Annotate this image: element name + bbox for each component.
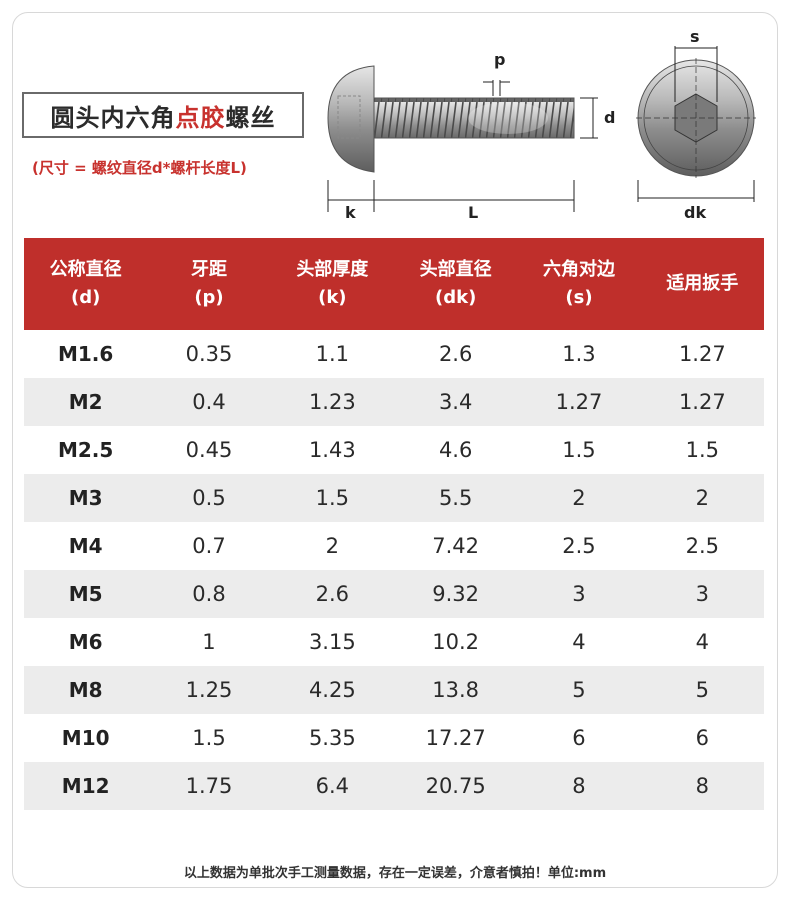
- table-cell: 2: [517, 474, 641, 522]
- header-hex-size: 六角对边 (s): [517, 238, 641, 330]
- table-cell: 10.2: [432, 630, 480, 654]
- label-s: s: [690, 27, 700, 46]
- table-cell: 5.5: [393, 474, 518, 522]
- table-cell: M1.6: [57, 342, 114, 366]
- table-cell: 1.5: [270, 474, 394, 522]
- table-cell: 3: [517, 570, 641, 618]
- label-dk: dk: [684, 203, 706, 222]
- table-cell: 4.25: [270, 666, 394, 714]
- table-cell: 5: [640, 666, 764, 714]
- table-cell: 6: [695, 726, 709, 750]
- table-cell: 9.32: [393, 570, 518, 618]
- table-row: M10 1.5 5.35 17.27 6 6: [24, 714, 764, 762]
- table-cell: 1.27: [517, 378, 641, 426]
- measurement-note: 以上数据为单批次手工测量数据，存在一定误差，介意者慎拍！单位:mm: [183, 866, 607, 881]
- label-L: L: [468, 203, 478, 222]
- table-cell: 2.5: [685, 534, 720, 558]
- product-title: 圆头内六角 点胶 螺丝: [22, 92, 304, 138]
- page-frame: [12, 12, 778, 888]
- table-cell: 0.8: [147, 570, 271, 618]
- table-cell: 0.35: [185, 342, 233, 366]
- label-p: p: [494, 50, 505, 69]
- table-cell: 0.4: [147, 378, 271, 426]
- label-k: k: [345, 203, 356, 222]
- table-row: M3 0.5 1.5 5.5 2 2: [24, 474, 764, 522]
- table-cell: 2: [325, 534, 339, 558]
- table-cell: M6: [68, 630, 103, 654]
- table-row: M8 1.25 4.25 13.8 5 5: [24, 666, 764, 714]
- table-cell: M5: [24, 570, 148, 618]
- table-cell: 2.6: [270, 570, 394, 618]
- table-row: M12 1.75 6.4 20.75 8 8: [24, 762, 764, 810]
- spec-table: 公称直径 (d) 牙距 (p) 头部厚度 (k) 头部直径 (dk) 六角对边 (s) 适…: [24, 238, 764, 810]
- table-cell: 2: [640, 474, 764, 522]
- title-suffix: 螺丝: [225, 103, 276, 132]
- table-row: M4 0.7 2 7.42 2.5 2.5: [24, 522, 764, 570]
- header-head-thickness: 头部厚度 (k): [270, 238, 394, 330]
- table-cell: 17.27: [425, 726, 486, 750]
- table-cell: 5.35: [308, 726, 356, 750]
- table-cell: 1.5: [192, 726, 226, 750]
- table-cell: 3: [640, 570, 764, 618]
- screw-diagram: p d k L s dk: [327, 27, 756, 222]
- table-cell: M8: [24, 666, 148, 714]
- table-cell: 4: [695, 630, 709, 654]
- table-row: M2.5 0.45 1.43 4.6 1.5 1.5: [24, 426, 764, 474]
- table-cell: 1.43: [308, 438, 356, 462]
- table-cell: 1.5: [685, 438, 720, 462]
- screw-side-view: [327, 65, 575, 173]
- header-wrench-size: 适用扳手: [640, 238, 764, 330]
- table-row: M2 0.4 1.23 3.4 1.27 1.27: [24, 378, 764, 426]
- table-cell: 1.27: [678, 342, 726, 366]
- table-cell: M2: [24, 378, 148, 426]
- table-cell: 1.1: [315, 342, 350, 366]
- title-prefix: 圆头内六角: [50, 103, 176, 132]
- title-highlight: 点胶: [175, 103, 226, 132]
- table-cell: 6: [572, 726, 586, 750]
- table-cell: 2.5: [562, 534, 596, 558]
- header-nominal-diameter: 公称直径 (d): [24, 238, 148, 330]
- table-cell: M4: [68, 534, 103, 558]
- table-cell: 1.23: [270, 378, 394, 426]
- table-cell: 3.15: [308, 630, 356, 654]
- table-cell: 13.8: [393, 666, 518, 714]
- table-row: M6 1 3.15 10.2 4 4: [24, 618, 764, 666]
- table-cell: 1.25: [147, 666, 271, 714]
- table-row: M1.6 0.35 1.1 2.6 1.3 1.27: [24, 330, 764, 378]
- label-d: d: [604, 108, 615, 127]
- table-cell: 20.75: [393, 762, 518, 810]
- table-cell: M3: [24, 474, 148, 522]
- table-cell: 7.42: [432, 534, 480, 558]
- table-cell: 0.45: [185, 438, 233, 462]
- table-cell: 1.3: [562, 342, 596, 366]
- table-cell: M2.5: [57, 438, 114, 462]
- table-cell: M10: [61, 726, 110, 750]
- table-header-row: 公称直径 (d) 牙距 (p) 头部厚度 (k) 头部直径 (dk) 六角对边 (s) 适…: [24, 238, 764, 330]
- table-cell: 1.27: [640, 378, 764, 426]
- table-cell: 2.6: [438, 342, 473, 366]
- table-cell: 3.4: [393, 378, 518, 426]
- table-cell: 8: [640, 762, 764, 810]
- table-cell: 0.5: [147, 474, 271, 522]
- table-cell: M12: [24, 762, 148, 810]
- table-cell: 4.6: [438, 438, 473, 462]
- table-cell: 6.4: [270, 762, 394, 810]
- table-cell: 1.5: [562, 438, 596, 462]
- table-cell: 0.7: [192, 534, 226, 558]
- header-head-diameter: 头部直径 (dk): [393, 238, 518, 330]
- table-cell: 5: [517, 666, 641, 714]
- table-cell: 1: [202, 630, 216, 654]
- table-cell: 1.75: [147, 762, 271, 810]
- size-formula: (尺寸 = 螺纹直径d*螺杆长度L): [32, 159, 247, 177]
- table-cell: 8: [517, 762, 641, 810]
- header-pitch: 牙距 (p): [147, 238, 271, 330]
- screw-head-top-view: [636, 58, 756, 178]
- table-cell: 4: [572, 630, 586, 654]
- table-row: M5 0.8 2.6 9.32 3 3: [24, 570, 764, 618]
